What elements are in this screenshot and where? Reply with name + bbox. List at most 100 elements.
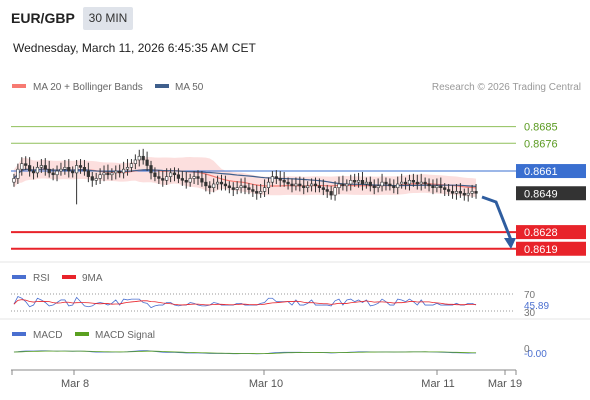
candle [161,171,165,187]
candle [12,173,16,187]
candle [388,178,392,191]
candle [176,168,181,184]
candle [180,171,184,186]
ma20-legend-label: MA 20 + Bollinger Bands [33,82,143,93]
rsi-ma-line [13,299,477,306]
candle [400,173,404,189]
candle [294,177,298,191]
candle [231,182,235,197]
candle [223,175,228,191]
candle [168,168,173,183]
candle [474,184,478,199]
candle [24,156,28,171]
x-axis-label: Mar 19 [488,378,522,390]
candle [353,173,357,187]
candle [106,164,110,180]
candle [259,184,263,198]
candle [368,176,372,192]
level-label-0.8685: 0.8685 [524,122,558,134]
timeframe-badge[interactable]: 30 MIN [83,7,133,30]
candle [333,181,337,201]
candle [270,171,275,187]
macd-legend-label: MACD [33,330,62,341]
candle [431,179,435,195]
candle [98,168,102,184]
candle [55,165,59,182]
ma50-legend-swatch [155,84,169,88]
candle [141,148,145,165]
candle [71,166,75,178]
rsi-line [13,296,477,309]
candle [75,159,79,205]
rsi-value-label: 45.89 [524,301,549,312]
candle [364,177,368,189]
candle [247,183,251,195]
candle [345,179,349,192]
candle [59,162,63,176]
candle [262,179,267,197]
candle [384,177,388,191]
candle [157,170,161,184]
candle [114,165,118,180]
candle [302,177,306,195]
candle [282,171,286,187]
macd-lines [13,350,477,355]
candle [188,173,192,187]
candle [43,158,47,176]
candle [450,184,455,199]
candle [172,167,177,182]
candle [274,170,278,184]
macd-signal-legend-swatch [75,332,89,336]
x-axis-label: Mar 10 [249,378,283,390]
candle [423,177,427,189]
candle [360,171,365,191]
candle [403,177,408,190]
candle [443,183,447,197]
ma20-legend-swatch [12,84,26,88]
candle [212,178,216,193]
symbol-title: EUR/GBP [11,10,75,26]
level-label-0.8628: 0.8628 [524,227,558,239]
candle [35,161,40,178]
candle [317,178,322,193]
candle [28,157,32,177]
candle [31,166,36,180]
level-label-0.8661: 0.8661 [524,166,558,178]
rsi-ma-legend-swatch [62,275,76,279]
candle [435,178,439,193]
credit-label: Research © 2026 Trading Central [432,82,581,93]
candle [349,174,353,191]
candle [251,184,255,197]
candle [376,178,380,193]
candle [380,173,384,192]
rsi-legend-label: RSI [33,273,50,284]
macd-legend-swatch [12,332,26,336]
candle [16,163,20,184]
level-label-box [516,241,586,256]
candle [47,160,51,178]
macd-signal-legend-label: MACD Signal [95,330,155,341]
candle [306,181,310,193]
candle [196,170,200,185]
candle [133,154,137,170]
candle [470,184,474,198]
candle [313,177,318,193]
macd-signal-line [13,350,477,355]
candle [239,178,243,194]
x-axis-label: Mar 11 [421,378,454,390]
candle [396,176,400,195]
candle [372,179,376,195]
macd-value-label: -0.00 [524,349,547,360]
candle [419,173,423,191]
candle [325,184,329,198]
candle [255,184,259,200]
candle [415,174,419,190]
candle [39,159,43,173]
candle [82,159,87,176]
candle [149,160,153,180]
candle [337,176,341,195]
candle [321,179,325,196]
candle [137,149,141,167]
candle [329,185,333,200]
